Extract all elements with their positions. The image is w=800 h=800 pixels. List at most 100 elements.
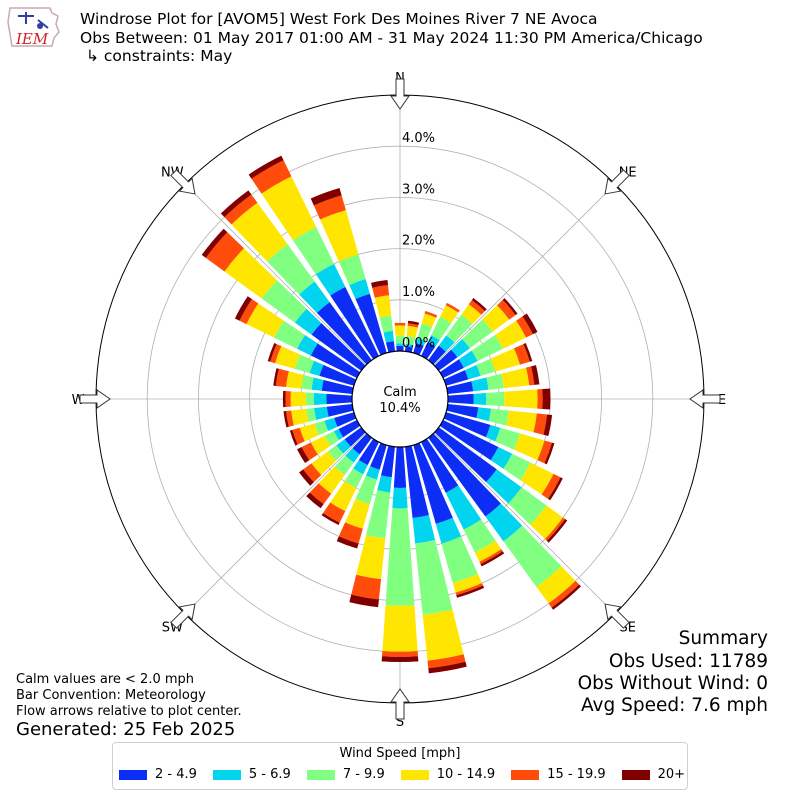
bar-130deg-bin5	[546, 519, 568, 543]
bar-20deg-bin3	[421, 313, 437, 328]
bar-230deg-bin4	[303, 463, 322, 483]
bar-170deg-bin0	[405, 445, 429, 519]
bar-340deg-bin2	[338, 254, 366, 285]
bar-180deg-bin5	[381, 656, 419, 663]
chart-overlay: Calm10.4%0.0%1.0%2.0%3.0%4.0%NNEESESSWWN…	[72, 71, 727, 730]
bar-80deg-bin4	[526, 366, 535, 386]
bar-150deg-bin4	[479, 549, 503, 565]
chart-period: Obs Between: 01 May 2017 01:00 AM - 31 M…	[80, 29, 703, 47]
bar-200deg-bin2	[355, 475, 377, 505]
bar-300deg-bin4	[239, 299, 259, 325]
bar-320deg-bin2	[267, 244, 315, 295]
bar-290deg-bin1	[309, 360, 324, 376]
bar-210deg-bin2	[344, 468, 364, 489]
bar-340deg-bin0	[355, 293, 387, 356]
bar-240deg-bin0	[338, 420, 361, 438]
bar-30deg-bin3	[440, 305, 459, 324]
bar-310deg-bin4	[205, 232, 244, 272]
bar-280deg-bin4	[275, 368, 289, 388]
bar-180deg-bin2	[385, 508, 415, 606]
bar-300deg-bin2	[274, 320, 306, 349]
bar-250deg-bin2	[314, 420, 329, 436]
bar-220deg-bin5	[306, 492, 324, 509]
bar-270deg-bin0	[326, 393, 353, 405]
bar-290deg-bin2	[294, 354, 315, 374]
bar-60deg-bin5	[522, 313, 538, 335]
bar-160deg-bin2	[441, 536, 478, 583]
bar-280deg-bin0	[321, 379, 354, 394]
flow-arrow-w	[79, 389, 111, 409]
bar-120deg-bin3	[520, 462, 554, 495]
bar-200deg-bin5	[336, 536, 359, 549]
bar-350deg-bin0	[385, 341, 395, 353]
bar-310deg-bin3	[224, 248, 278, 299]
bar-160deg-bin4	[455, 583, 484, 596]
bar-130deg-bin4	[545, 517, 566, 541]
bar-190deg-bin2	[366, 490, 391, 539]
bar-340deg-bin3	[320, 210, 359, 262]
bar-300deg-bin5	[234, 296, 252, 321]
bar-100deg-bin3	[506, 410, 537, 433]
bar-220deg-bin0	[352, 433, 372, 455]
calm-percent: 10.4%	[379, 401, 420, 416]
bar-180deg-bin1	[392, 487, 408, 509]
generated-date: Generated: 25 Feb 2025	[16, 719, 236, 740]
bar-260deg-bin5	[283, 410, 289, 428]
bar-300deg-bin0	[310, 343, 361, 378]
bar-30deg-bin0	[421, 342, 436, 360]
bar-320deg-bin4	[224, 194, 258, 225]
bar-340deg-bin1	[349, 279, 370, 300]
bar-140deg-bin2	[503, 525, 562, 587]
note-flow: Flow arrows relative to plot center.	[16, 704, 242, 719]
bar-80deg-bin3	[501, 367, 530, 389]
bar-320deg-bin0	[316, 302, 372, 365]
radial-tick-label-4: 4.0%	[402, 131, 435, 146]
legend-item-0: 2 - 4.9	[119, 767, 197, 782]
flow-arrow-n	[390, 78, 410, 110]
legend-items: 2 - 4.9 5 - 6.9 7 - 9.9 10 - 14.9 15 - 19.9 2…	[119, 767, 685, 782]
bar-260deg-bin3	[291, 408, 309, 426]
bar-330deg-bin4	[251, 160, 292, 194]
chart-title: Windrose Plot for [AVOM5] West Fork Des …	[80, 10, 598, 28]
bar-220deg-bin4	[309, 483, 332, 505]
note-calm: Calm values are < 2.0 mph	[16, 672, 195, 687]
legend-label-5: 20+	[657, 767, 686, 782]
bar-270deg-bin5	[282, 390, 286, 408]
bar-50deg-bin4	[497, 299, 516, 320]
bar-0deg-bin4	[394, 322, 406, 326]
bar-310deg-bin5	[201, 228, 228, 258]
bar-280deg-bin5	[273, 368, 279, 386]
bar-230deg-bin2	[328, 445, 344, 461]
bar-290deg-bin4	[270, 344, 282, 364]
flow-arrow-se	[604, 603, 630, 629]
bar-100deg-bin1	[476, 407, 492, 422]
bar-0deg-bin0	[396, 345, 404, 352]
legend-swatch-3	[400, 769, 429, 780]
bar-20deg-bin1	[416, 338, 426, 346]
bar-210deg-bin4	[323, 502, 346, 523]
bar-160deg-bin3	[452, 573, 482, 593]
bar-180deg-bin0	[393, 446, 407, 488]
bar-210deg-bin3	[330, 481, 357, 512]
bar-220deg-bin2	[334, 455, 354, 476]
bar-350deg-bin4	[372, 285, 390, 298]
legend-item-5: 20+	[621, 767, 686, 782]
bar-340deg-bin4	[313, 195, 346, 220]
bar-290deg-bin0	[319, 364, 357, 386]
bar-130deg-bin2	[508, 487, 547, 525]
bar-230deg-bin0	[344, 427, 366, 447]
legend-label-3: 10 - 14.9	[436, 767, 496, 782]
bar-60deg-bin0	[439, 359, 464, 378]
bar-40deg-bin5	[471, 298, 487, 312]
bar-150deg-bin5	[480, 551, 505, 567]
note-convention: Bar Convention: Meteorology	[16, 688, 206, 703]
legend-title: Wind Speed [mph]	[339, 746, 461, 761]
bar-250deg-bin4	[292, 427, 305, 445]
radial-tick-label-2: 2.0%	[402, 234, 435, 249]
bar-90deg-bin4	[537, 389, 543, 409]
bar-120deg-bin4	[541, 473, 561, 499]
legend-item-2: 7 - 9.9	[306, 767, 385, 782]
radial-tick-label-1: 1.0%	[402, 285, 435, 300]
bar-150deg-bin3	[474, 540, 502, 562]
